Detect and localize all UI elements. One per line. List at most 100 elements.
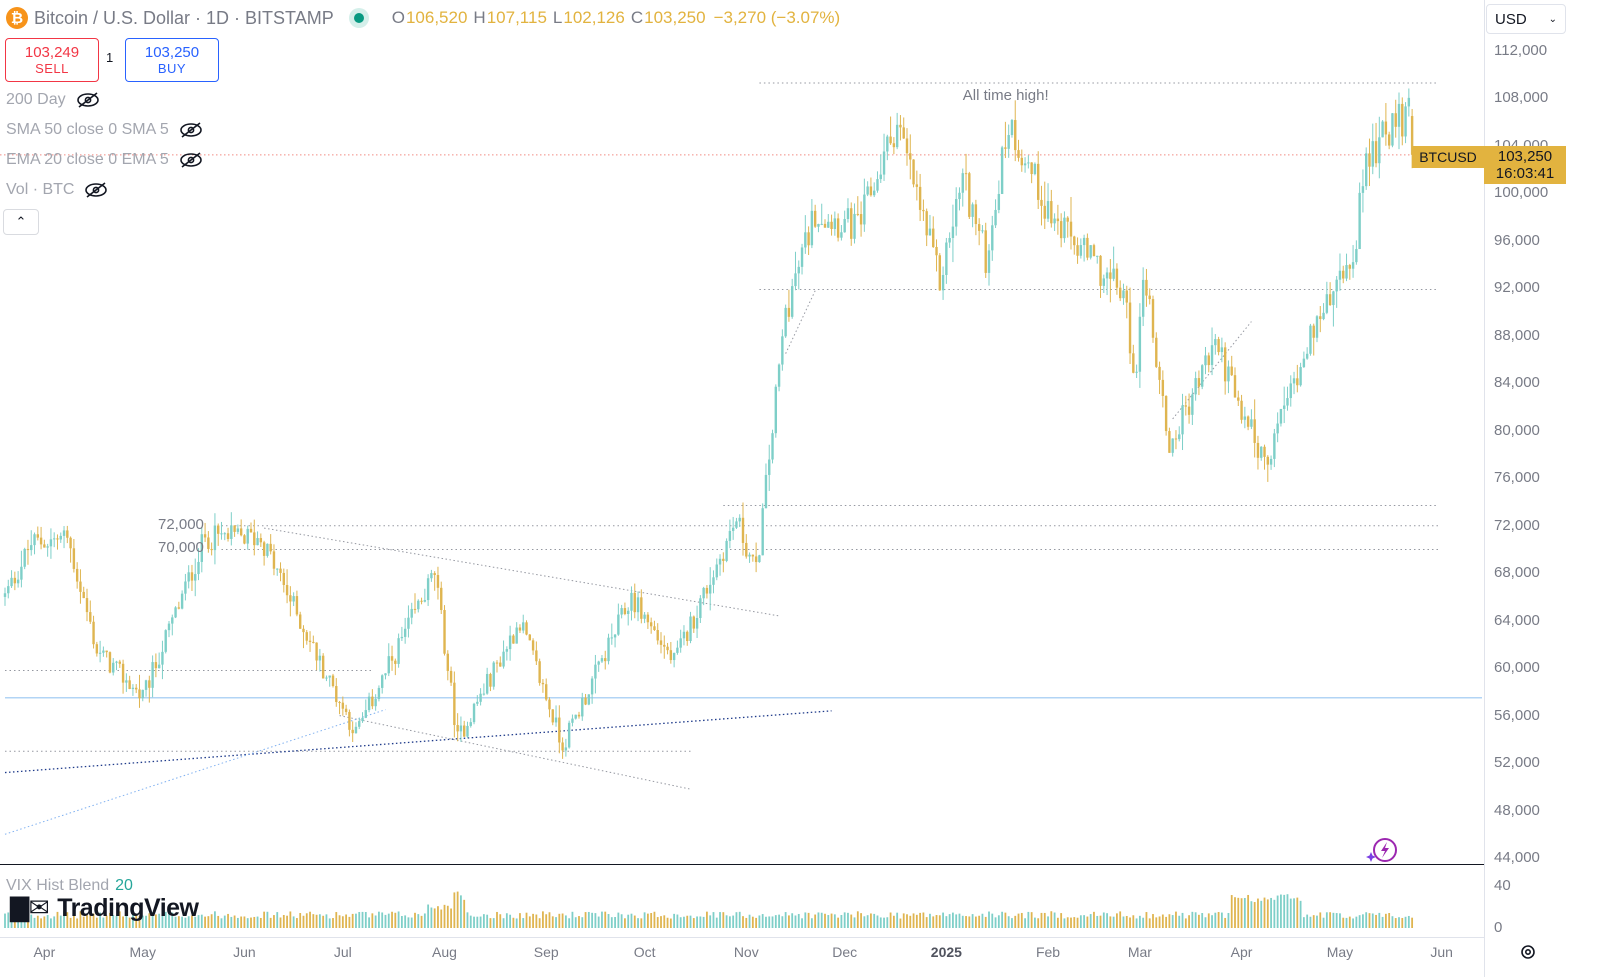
vix-bar xyxy=(7,912,10,928)
gear-icon[interactable] xyxy=(1518,942,1538,962)
vix-bar xyxy=(899,918,902,928)
candle-body xyxy=(1004,147,1007,149)
currency-select[interactable]: USD ⌄ xyxy=(1486,4,1566,34)
candle-body xyxy=(1263,446,1266,457)
symbol-legend[interactable]: ₿ Bitcoin / U.S. Dollar · 1D · BITSTAMP … xyxy=(6,6,840,30)
candle-body xyxy=(679,638,682,648)
candle-body xyxy=(154,662,158,669)
trendline[interactable] xyxy=(264,527,780,617)
collapse-legend-button[interactable]: ⌃ xyxy=(3,209,39,235)
candle-body xyxy=(413,608,417,610)
vix-bar xyxy=(105,915,108,928)
vix-bar xyxy=(312,914,315,928)
vix-bar xyxy=(1355,916,1358,928)
candle-body xyxy=(909,153,912,160)
candle-body xyxy=(325,677,328,679)
level-70000-label[interactable]: 70,000 xyxy=(158,539,204,557)
vix-bar xyxy=(328,918,331,928)
vix-bar xyxy=(1004,912,1007,928)
candle-body xyxy=(56,538,59,540)
vix-bar xyxy=(624,918,626,928)
hidden-eye-icon[interactable] xyxy=(76,92,100,108)
candle-body xyxy=(922,209,925,212)
vix-bar xyxy=(158,913,161,928)
hidden-eye-icon[interactable] xyxy=(179,122,203,138)
vix-bar xyxy=(824,913,826,928)
vix-bar xyxy=(738,911,741,928)
vix-bar xyxy=(332,918,334,928)
vix-bar xyxy=(840,914,843,928)
candle-body xyxy=(1407,97,1411,107)
vix-bar xyxy=(1378,912,1381,928)
vix-bar xyxy=(522,918,525,928)
candle-body xyxy=(26,548,30,551)
candle-body xyxy=(430,573,433,579)
vix-bar xyxy=(315,914,318,928)
candle-body xyxy=(482,693,486,695)
candle-body xyxy=(1089,245,1092,258)
trendline[interactable] xyxy=(4,710,832,774)
vix-bar xyxy=(866,915,869,928)
candle-body xyxy=(440,587,443,611)
symbol-title[interactable]: Bitcoin / U.S. Dollar · 1D · BITSTAMP xyxy=(34,7,334,28)
vix-bar xyxy=(1001,911,1004,928)
vix-bar xyxy=(686,915,689,928)
vix-bar xyxy=(1247,894,1250,928)
indicator-ema[interactable]: EMA 20 close 0 EMA 5 xyxy=(6,149,203,171)
candle-body xyxy=(13,577,17,584)
candle-body xyxy=(633,592,636,613)
candle-body xyxy=(525,622,528,635)
vix-bar xyxy=(95,917,98,928)
vix-bar xyxy=(1145,912,1148,928)
vix-bar xyxy=(1407,915,1410,928)
vix-bar xyxy=(1352,918,1354,928)
candle-body xyxy=(692,616,695,629)
indicator-200-day[interactable]: 200 Day xyxy=(6,89,100,111)
vix-bar xyxy=(164,911,167,928)
candle-body xyxy=(1171,438,1174,453)
candle-body xyxy=(377,687,381,699)
tradingview-logo[interactable]: ▇✉ TradingView xyxy=(10,893,199,923)
candle-body xyxy=(856,213,859,215)
trendline[interactable] xyxy=(785,290,816,354)
all-time-high-note[interactable]: All time high! xyxy=(962,87,1049,105)
vix-bar xyxy=(112,915,115,928)
open-value: 106,520 xyxy=(405,8,468,27)
vix-bar xyxy=(810,918,813,928)
level-72000-label[interactable]: 72,000 xyxy=(158,515,204,533)
vix-bar xyxy=(1207,913,1210,928)
vix-bar xyxy=(1201,913,1204,928)
vix-bar xyxy=(820,912,823,928)
buy-button[interactable]: 103,250 BUY xyxy=(125,38,219,82)
candle-body xyxy=(417,600,420,610)
indicator-volume[interactable]: Vol · BTC xyxy=(6,179,108,201)
candle-body xyxy=(1066,217,1069,222)
quantity-value[interactable]: 1 xyxy=(106,50,114,65)
vix-bar xyxy=(584,912,587,928)
vix-bar xyxy=(610,917,613,928)
vix-bar xyxy=(1411,917,1414,928)
vix-bar xyxy=(466,912,469,928)
candle-body xyxy=(807,232,810,246)
hidden-eye-icon[interactable] xyxy=(84,182,108,198)
trendline[interactable] xyxy=(4,709,386,835)
vix-bar xyxy=(1148,918,1151,928)
indicator-sma[interactable]: SMA 50 close 0 SMA 5 xyxy=(6,119,203,141)
candle-body xyxy=(82,591,85,599)
vix-bar xyxy=(551,916,554,928)
buy-label: BUY xyxy=(157,61,187,76)
vix-bar xyxy=(279,917,282,928)
candle-body xyxy=(548,699,551,710)
trendline[interactable] xyxy=(339,715,691,790)
hidden-eye-icon[interactable] xyxy=(179,152,203,168)
candle-body xyxy=(876,179,879,191)
vix-bar xyxy=(574,917,577,928)
candle-body xyxy=(955,199,958,227)
sell-button[interactable]: 103,249 SELL xyxy=(5,38,99,82)
vix-bar xyxy=(1089,914,1092,928)
lightning-icon[interactable] xyxy=(1366,836,1400,864)
candle-body xyxy=(400,636,404,639)
vix-indicator-legend[interactable]: VIX Hist Blend 20 xyxy=(6,877,133,895)
vix-bar xyxy=(1322,917,1325,928)
